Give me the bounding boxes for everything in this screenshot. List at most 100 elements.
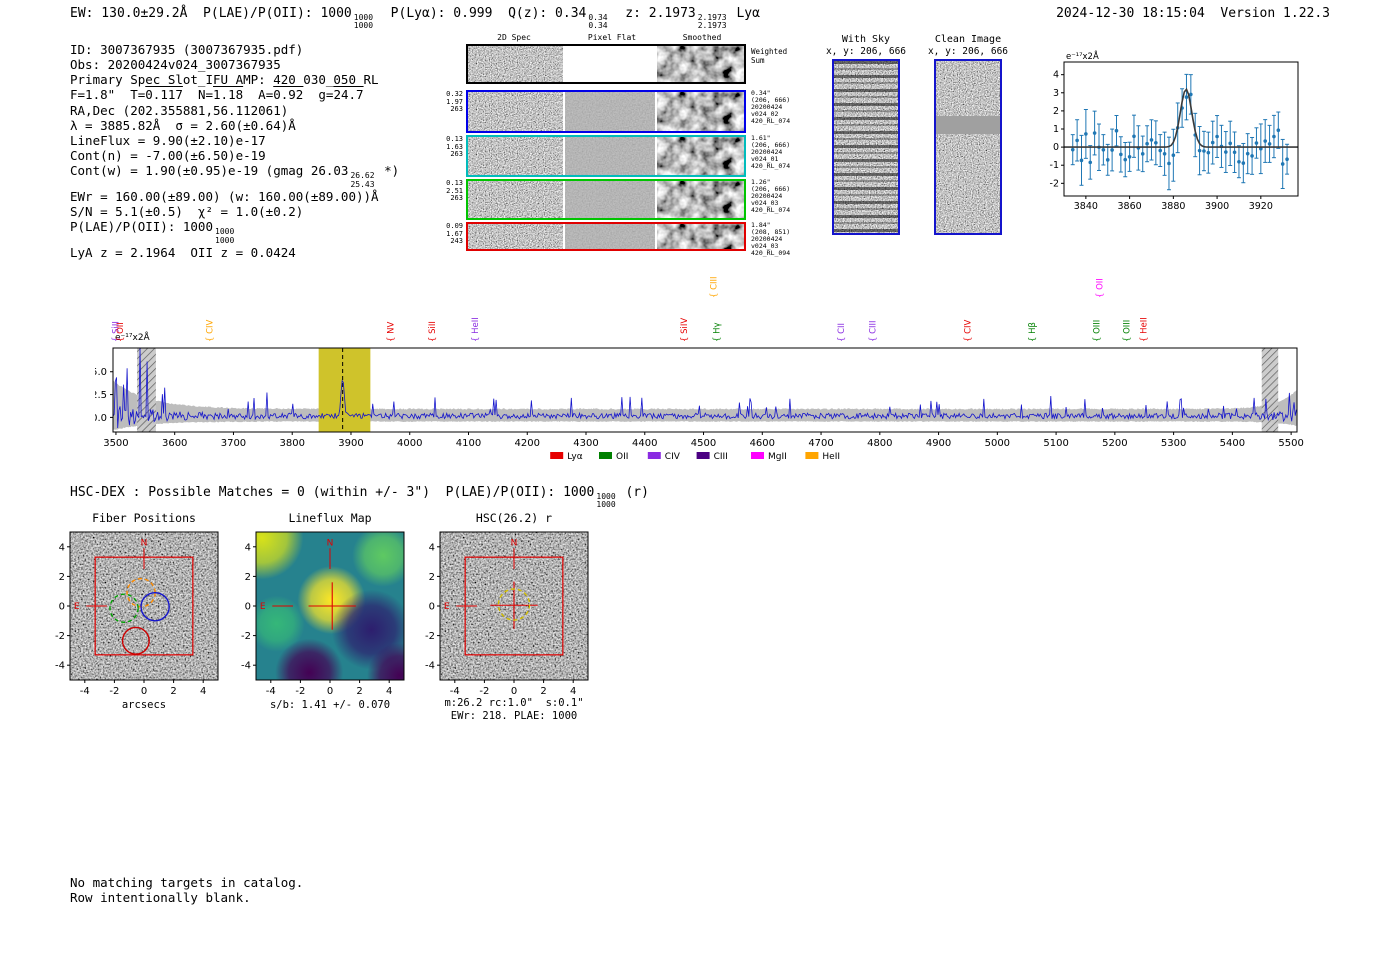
data-point: [1280, 162, 1285, 166]
svg-text:4500: 4500: [691, 438, 716, 449]
svg-text:1: 1: [1053, 124, 1059, 135]
data-point: [1084, 132, 1088, 136]
data-point: [1197, 148, 1202, 153]
aperture-circle: [497, 588, 531, 621]
svg-text:4200: 4200: [515, 438, 540, 449]
data-point: [1167, 161, 1171, 166]
svg-text:4700: 4700: [808, 438, 833, 449]
data-point: [1149, 138, 1154, 142]
data-point: [1254, 141, 1259, 145]
svg-text:4300: 4300: [573, 438, 598, 449]
data-point: [1189, 92, 1193, 97]
data-point: [1237, 159, 1241, 164]
clean-image-title: Clean Image: [934, 34, 1002, 45]
hsc-caption-2: EWr: 218. PLAE: 1000: [450, 710, 578, 722]
legend-swatch: [599, 452, 612, 459]
svg-text:4000: 4000: [397, 438, 422, 449]
spec2d-row: [466, 135, 746, 177]
spec2d-row: [466, 44, 746, 84]
data-point: [1210, 140, 1215, 145]
data-point: [1154, 141, 1158, 145]
data-point: [1232, 150, 1237, 155]
svg-text:3600: 3600: [162, 438, 187, 449]
svg-text:-4: -4: [266, 686, 276, 697]
svg-text:-2: -2: [55, 631, 65, 642]
east-marker: E: [74, 602, 80, 612]
svg-text:5200: 5200: [1102, 438, 1127, 449]
spec2d-row: [466, 222, 746, 251]
svg-text:4: 4: [429, 542, 435, 553]
lineflux-caption: s/b: 1.41 +/- 0.070: [269, 699, 391, 711]
spec2d-row-weights: 0.32 1.97 263: [446, 90, 463, 114]
lineflux-image: [256, 532, 404, 680]
lineflux-map-panel: N E -4 -4 -2 -2 0 0 2 2 4 4: [241, 531, 405, 697]
svg-text:-1: -1: [1050, 160, 1059, 171]
data-point: [1123, 157, 1128, 162]
emission-line-label: { OII: [1096, 278, 1106, 298]
spec2d-image: [468, 92, 563, 131]
full-spectrum-chart: e⁻¹⁷x2Å 3500 3600 3700 3800 3900 4000 4100 4200 4…: [95, 276, 1304, 462]
data-point: [1070, 147, 1075, 152]
masked-row-strip: [936, 116, 1000, 134]
svg-text:3900: 3900: [1205, 201, 1229, 212]
with-sky-image: [832, 59, 900, 235]
data-point: [1228, 141, 1233, 146]
emission-line-label: { CIV: [963, 319, 973, 342]
spec2d-strip: [468, 137, 744, 175]
legend-swatch: [696, 452, 710, 459]
svg-text:2: 2: [245, 572, 251, 583]
legend-swatch: [647, 452, 661, 459]
spec2d-row-weights: 0.13 2.51 263: [446, 179, 463, 203]
data-point: [1276, 128, 1281, 132]
fiber-circle: [140, 591, 170, 622]
data-point: [1101, 147, 1106, 152]
svg-text:2: 2: [429, 572, 435, 583]
masked-band: [1261, 348, 1279, 432]
spec2d-row: [466, 179, 746, 220]
catalog-match-footer: No matching targets in catalog. Row inten…: [70, 875, 304, 905]
svg-text:4400: 4400: [632, 438, 657, 449]
svg-text:4900: 4900: [926, 438, 951, 449]
sky-emission-bands: [834, 61, 898, 233]
svg-text:-4: -4: [80, 686, 90, 697]
svg-text:5400: 5400: [1220, 438, 1245, 449]
svg-text:-4: -4: [55, 661, 65, 672]
spec2d-strip: [468, 92, 744, 131]
svg-text:3920: 3920: [1249, 201, 1273, 212]
data-point: [1263, 139, 1267, 143]
data-point: [1119, 152, 1123, 157]
clean-image-coords: x, y: 206, 666: [927, 46, 1009, 57]
hsc-caption-1: m:26.2 rc:1.0" s:0.1": [444, 697, 584, 709]
detection-info-block: ID: 3007367935 (3007367935.pdf) Obs: 2020…: [70, 42, 400, 261]
spec2d-strip: [468, 181, 744, 218]
emission-line-label: { OIII: [1123, 320, 1133, 342]
data-point: [1224, 150, 1228, 154]
svg-text:4800: 4800: [867, 438, 892, 449]
hsc-image-panel: N E -4 -4 -2 -2 0 0 2 2 4 4: [425, 531, 589, 697]
spec2d-row-annotation: 1.84" (208, 851) 20200424 v024_03 420_RL_094: [751, 221, 791, 257]
smoothed-image: [657, 92, 744, 131]
spec2d-strip: [468, 46, 744, 82]
svg-text:4: 4: [245, 542, 251, 553]
emission-line-label: { OII: [116, 322, 126, 342]
svg-text:4: 4: [200, 686, 206, 697]
data-point: [1105, 158, 1110, 162]
legend-swatch: [751, 452, 764, 459]
svg-text:2: 2: [170, 686, 176, 697]
data-point: [1206, 150, 1211, 155]
svg-text:2.5: 2.5: [95, 390, 107, 401]
svg-text:-2: -2: [425, 631, 435, 642]
spec2d-col-title-2dspec: 2D Spec: [497, 33, 531, 42]
data-point: [1088, 160, 1093, 165]
svg-text:3900: 3900: [338, 438, 363, 449]
emission-line-label: { Hβ: [1028, 322, 1038, 342]
east-marker: E: [260, 602, 266, 612]
spectrum-line: [112, 348, 1297, 429]
legend-label: OII: [616, 452, 628, 462]
spec2d-row-annotation: 0.34" (206, 666) 20200424 v024_02 420_RL_074: [751, 89, 791, 125]
svg-text:2: 2: [1053, 106, 1059, 117]
north-marker: N: [141, 538, 148, 548]
header-datetime-version: 2024-12-30 18:15:04 Version 1.22.3: [1056, 6, 1330, 21]
emission-line-label: { CIII: [869, 320, 879, 342]
spec2d-row-weights: 0.13 1.63 263: [446, 135, 463, 159]
